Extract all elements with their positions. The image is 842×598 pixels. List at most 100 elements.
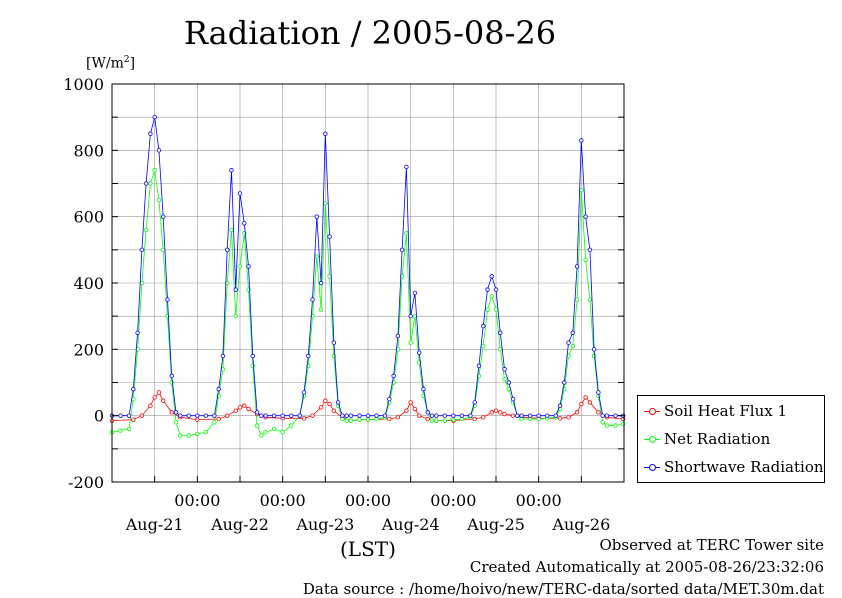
data-point bbox=[429, 418, 435, 423]
series-line bbox=[111, 170, 624, 437]
data-point bbox=[318, 307, 324, 312]
data-point bbox=[357, 413, 362, 418]
data-point bbox=[195, 413, 200, 418]
data-point bbox=[173, 410, 179, 415]
data-point bbox=[186, 413, 191, 418]
data-point bbox=[604, 423, 610, 428]
data-point bbox=[442, 413, 447, 418]
data-point bbox=[254, 410, 260, 415]
data-point bbox=[408, 400, 413, 405]
data-point bbox=[562, 380, 567, 385]
data-point bbox=[417, 350, 422, 355]
data-point bbox=[169, 373, 174, 379]
data-point bbox=[583, 395, 588, 400]
data-point bbox=[527, 413, 533, 418]
data-point bbox=[485, 287, 490, 292]
data-point bbox=[246, 406, 251, 412]
data-point bbox=[519, 413, 524, 418]
data-point bbox=[425, 416, 430, 422]
data-point bbox=[399, 247, 405, 253]
data-point bbox=[340, 413, 345, 418]
data-point bbox=[148, 403, 153, 408]
data-point bbox=[493, 307, 499, 312]
x-tick-day-label: Aug-23 bbox=[295, 515, 354, 534]
x-axis-ticks: 00:00 00:00 00:00 00:00 00:00 Aug-21 Aug-22 Aug… bbox=[111, 476, 625, 534]
data-point bbox=[224, 247, 230, 253]
data-point bbox=[553, 413, 558, 418]
grid-lines bbox=[112, 83, 624, 483]
data-point bbox=[203, 413, 209, 418]
data-point bbox=[429, 413, 435, 418]
data-point bbox=[310, 297, 315, 302]
data-point bbox=[220, 353, 226, 359]
data-point bbox=[246, 264, 251, 269]
data-point bbox=[242, 221, 247, 226]
data-point bbox=[242, 403, 247, 408]
data-point bbox=[412, 406, 418, 412]
data-point bbox=[382, 413, 388, 418]
data-point bbox=[271, 413, 277, 418]
data-point bbox=[156, 148, 162, 153]
data-point bbox=[250, 353, 255, 359]
data-point bbox=[152, 168, 157, 173]
legend-label: Shortwave Radiation bbox=[664, 458, 824, 476]
data-point bbox=[515, 413, 520, 418]
data-point bbox=[574, 410, 580, 415]
data-point bbox=[152, 395, 157, 400]
data-point bbox=[502, 376, 507, 382]
data-point bbox=[357, 417, 362, 422]
data-point bbox=[489, 294, 494, 299]
data-point bbox=[408, 313, 413, 319]
data-point bbox=[195, 417, 200, 422]
legend-marker-red bbox=[644, 406, 660, 418]
data-point bbox=[613, 423, 618, 428]
x-tick-time-label: 00:00 bbox=[430, 491, 476, 510]
legend-marker-blue bbox=[644, 462, 660, 474]
data-point bbox=[301, 416, 307, 421]
data-point bbox=[126, 426, 132, 432]
data-point bbox=[476, 363, 482, 369]
data-point bbox=[233, 313, 238, 319]
data-point bbox=[493, 287, 499, 292]
data-point bbox=[160, 214, 166, 219]
data-point bbox=[481, 323, 486, 329]
data-point bbox=[587, 247, 593, 253]
data-point bbox=[545, 413, 550, 418]
data-point bbox=[289, 423, 294, 428]
data-point bbox=[613, 413, 618, 418]
data-point bbox=[348, 418, 354, 423]
data-point bbox=[212, 413, 217, 418]
legend-item-net-radiation: Net Radiation bbox=[644, 429, 770, 449]
data-point bbox=[254, 423, 260, 428]
data-point bbox=[510, 413, 516, 418]
data-point bbox=[297, 413, 302, 418]
data-point bbox=[131, 417, 136, 422]
data-point bbox=[451, 413, 456, 418]
data-point bbox=[591, 347, 597, 352]
data-point bbox=[387, 416, 392, 422]
data-point bbox=[434, 413, 439, 418]
data-point bbox=[506, 380, 511, 385]
legend: Soil Heat Flux 1 Net Radiation Shortwave… bbox=[637, 395, 825, 483]
x-tick-day-label: Aug-22 bbox=[210, 515, 269, 534]
data-point bbox=[195, 431, 200, 437]
data-point bbox=[314, 214, 319, 219]
data-point bbox=[566, 415, 571, 420]
data-point bbox=[139, 247, 145, 253]
data-point bbox=[216, 416, 221, 422]
y-tick-label: 600 bbox=[73, 208, 104, 227]
data-point bbox=[498, 330, 503, 335]
data-point bbox=[263, 430, 268, 435]
data-point bbox=[306, 353, 311, 359]
data-point bbox=[126, 413, 132, 418]
x-tick-day-label: Aug-24 bbox=[381, 515, 440, 534]
data-point bbox=[301, 390, 307, 395]
data-point bbox=[485, 307, 490, 312]
data-point bbox=[591, 353, 597, 359]
data-point bbox=[237, 405, 243, 410]
data-point bbox=[451, 417, 456, 422]
data-point bbox=[557, 403, 563, 408]
data-point bbox=[135, 330, 140, 335]
data-point bbox=[579, 401, 584, 407]
data-point bbox=[365, 413, 371, 418]
